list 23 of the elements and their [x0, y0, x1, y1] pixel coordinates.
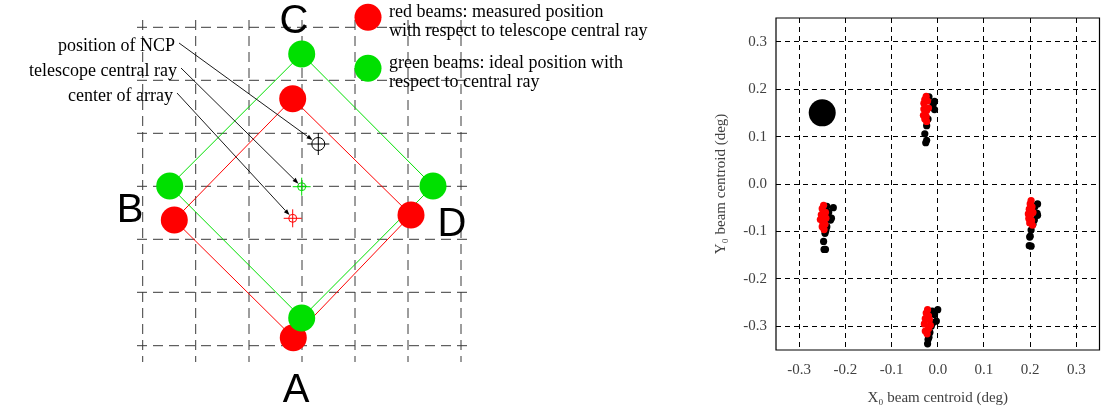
y-tick-label: -0.1: [743, 222, 767, 239]
x-tick-label: 0.1: [974, 360, 994, 377]
x-tick-label: 0.0: [928, 360, 948, 377]
y-tick-label: -0.2: [743, 269, 767, 286]
text: telescope central ray: [29, 60, 177, 80]
text: D: [437, 200, 467, 244]
text: A: [282, 366, 310, 409]
x-tick-label: -0.2: [833, 360, 858, 377]
y-tick-label: 0.1: [748, 127, 767, 144]
x-tick-label: 0.3: [1067, 360, 1086, 377]
y-tick-label: 0.2: [748, 80, 767, 97]
text: B: [116, 186, 144, 230]
legend-label: green beams: ideal position with respect to central ray: [389, 52, 623, 92]
y-tick-label: 0.0: [748, 174, 767, 191]
x-tick-label: 0.2: [1020, 360, 1040, 377]
x-tick-label: -0.3: [787, 360, 811, 377]
x-tick-label: -0.1: [879, 360, 904, 377]
text: position of NCP: [57, 35, 175, 55]
y-tick-label: -0.3: [743, 317, 767, 334]
text: center of array: [68, 85, 173, 105]
y-tick-label: 0.3: [748, 32, 767, 49]
x-axis-title: X₀ beam centroid (deg): [867, 388, 1009, 406]
y-axis-title: Y₀ beam centroid (deg): [711, 113, 729, 255]
